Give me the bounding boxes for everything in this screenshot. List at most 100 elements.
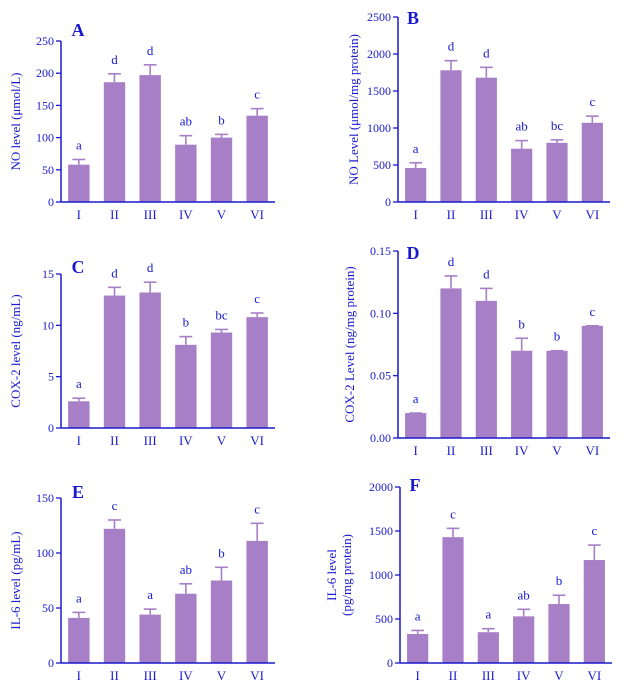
significance-label-d-II: d	[448, 254, 455, 269]
significance-label-d-IV: b	[518, 316, 525, 331]
y-tick-label-d-3: 0.15	[370, 244, 391, 258]
x-tick-label-d-I: I	[413, 443, 417, 458]
bar-a-IV	[175, 144, 197, 202]
significance-label-c-III: d	[147, 260, 154, 275]
bar-f-II	[442, 537, 464, 663]
panel-b: Ba Id II d III ab IV bc Vc VI 0 500 1000 1500 2000 2500…	[346, 8, 610, 222]
y-tick-label-a-5: 250	[36, 34, 54, 48]
y-tick-label-c-1: 5	[48, 370, 54, 384]
panel-letter-c: C	[72, 257, 85, 277]
significance-label-b-III: d	[483, 45, 490, 60]
y-tick-label-f-2: 1000	[369, 568, 393, 582]
bar-f-V	[548, 604, 570, 663]
significance-label-a-II: d	[111, 52, 118, 67]
y-tick-label-b-1: 500	[373, 158, 391, 172]
significance-label-a-IV: ab	[180, 114, 192, 129]
bar-b-I	[405, 167, 427, 202]
x-tick-label-c-VI: VI	[250, 433, 264, 448]
bar-a-II	[103, 82, 126, 202]
x-tick-label-b-V: V	[552, 207, 562, 222]
panel-letter-a: A	[72, 20, 85, 40]
bar-e-V	[210, 580, 233, 663]
bar-e-III	[139, 614, 161, 663]
x-tick-label-b-VI: VI	[585, 207, 599, 222]
bar-b-III	[475, 77, 497, 202]
significance-label-e-I: a	[76, 590, 82, 605]
significance-label-b-I: a	[413, 141, 419, 156]
significance-label-c-V: bc	[215, 307, 228, 322]
significance-label-f-I: a	[415, 608, 421, 623]
y-tick-label-e-1: 50	[42, 601, 54, 615]
x-tick-label-b-II: II	[447, 207, 456, 222]
panel-letter-f: F	[410, 475, 421, 495]
x-tick-label-d-IV: IV	[515, 443, 529, 458]
significance-label-a-I: a	[76, 137, 82, 152]
bar-f-III	[477, 632, 499, 663]
y-tick-label-d-2: 0.10	[370, 306, 391, 320]
x-tick-label-c-III: III	[144, 433, 157, 448]
x-tick-label-c-I: I	[77, 433, 81, 448]
x-tick-label-e-VI: VI	[250, 668, 264, 683]
x-tick-label-a-I: I	[77, 207, 81, 222]
y-axis-label-b: NO Level (μmol/mg protein)	[346, 34, 361, 185]
significance-label-f-V: b	[556, 573, 563, 588]
bar-d-II	[440, 288, 462, 438]
significance-label-e-V: b	[218, 545, 225, 560]
bar-a-III	[139, 75, 161, 202]
panel-f: Fa Ic II a III ab IV b Vc VI 0 500 1000 1500 2000 IL-6 …	[324, 475, 612, 683]
x-tick-label-d-VI: VI	[585, 443, 599, 458]
y-tick-label-e-0: 0	[48, 656, 54, 670]
significance-label-e-II: c	[112, 498, 118, 513]
y-tick-label-f-0: 0	[387, 656, 393, 670]
significance-label-a-III: d	[147, 43, 154, 58]
x-tick-label-f-V: V	[554, 668, 564, 683]
significance-label-b-II: d	[448, 39, 455, 54]
y-tick-label-a-2: 100	[36, 131, 54, 145]
bar-e-II	[103, 528, 126, 663]
y-tick-label-a-3: 150	[36, 98, 54, 112]
x-tick-label-f-II: II	[449, 668, 458, 683]
y-tick-label-b-5: 2500	[367, 10, 391, 24]
x-tick-label-a-IV: IV	[179, 207, 193, 222]
x-tick-label-f-VI: VI	[587, 668, 601, 683]
panel-e: Ea Ic II a III ab IV b Vc VI 0 50 100 150 IL-6 level (…	[8, 482, 275, 683]
bar-e-I	[68, 617, 90, 663]
y-axis-label-c: COX-2 level (ng/mL)	[8, 294, 23, 407]
bar-f-IV	[513, 616, 535, 663]
bar-a-V	[210, 137, 233, 202]
significance-label-b-VI: c	[589, 94, 595, 109]
bar-e-VI	[246, 540, 268, 663]
x-tick-label-d-II: II	[447, 443, 456, 458]
bar-c-II	[103, 295, 126, 428]
bar-d-III	[475, 300, 497, 438]
y-tick-label-a-4: 200	[36, 66, 54, 80]
x-tick-label-f-I: I	[415, 668, 419, 683]
y-tick-label-b-4: 2000	[367, 47, 391, 61]
y-axis-label-d: COX-2 Level (ng/mg protein)	[342, 266, 357, 422]
bar-f-I	[407, 633, 429, 663]
significance-label-e-III: a	[147, 587, 153, 602]
panel-d: Da Id II d III b IV b Vc VI 0.00 0.05 0.10 0.15 COX-2 …	[342, 243, 610, 458]
x-tick-label-e-V: V	[217, 668, 227, 683]
panel-letter-b: B	[407, 8, 419, 28]
significance-label-a-V: b	[218, 112, 225, 127]
y-tick-label-e-2: 100	[36, 546, 54, 560]
y-tick-label-c-3: 15	[42, 267, 54, 281]
significance-label-e-VI: c	[254, 501, 260, 516]
significance-label-a-VI: c	[254, 87, 260, 102]
significance-label-d-VI: c	[589, 304, 595, 319]
y-tick-label-d-0: 0.00	[370, 431, 391, 445]
bar-c-V	[210, 332, 233, 428]
bar-d-IV	[511, 350, 533, 438]
y-axis-label-a: NO level (μmol/L)	[8, 73, 23, 171]
significance-label-d-V: b	[554, 329, 561, 344]
significance-label-f-IV: ab	[518, 587, 530, 602]
bar-a-VI	[246, 115, 268, 202]
significance-label-c-I: a	[76, 376, 82, 391]
panel-a: Aa Id II d III ab IV b Vc VI 0 50 100 150 200 250 NO lev…	[8, 20, 275, 222]
bar-b-II	[440, 70, 462, 202]
y-tick-label-a-1: 50	[42, 163, 54, 177]
significance-label-d-I: a	[413, 391, 419, 406]
x-tick-label-e-I: I	[77, 668, 81, 683]
